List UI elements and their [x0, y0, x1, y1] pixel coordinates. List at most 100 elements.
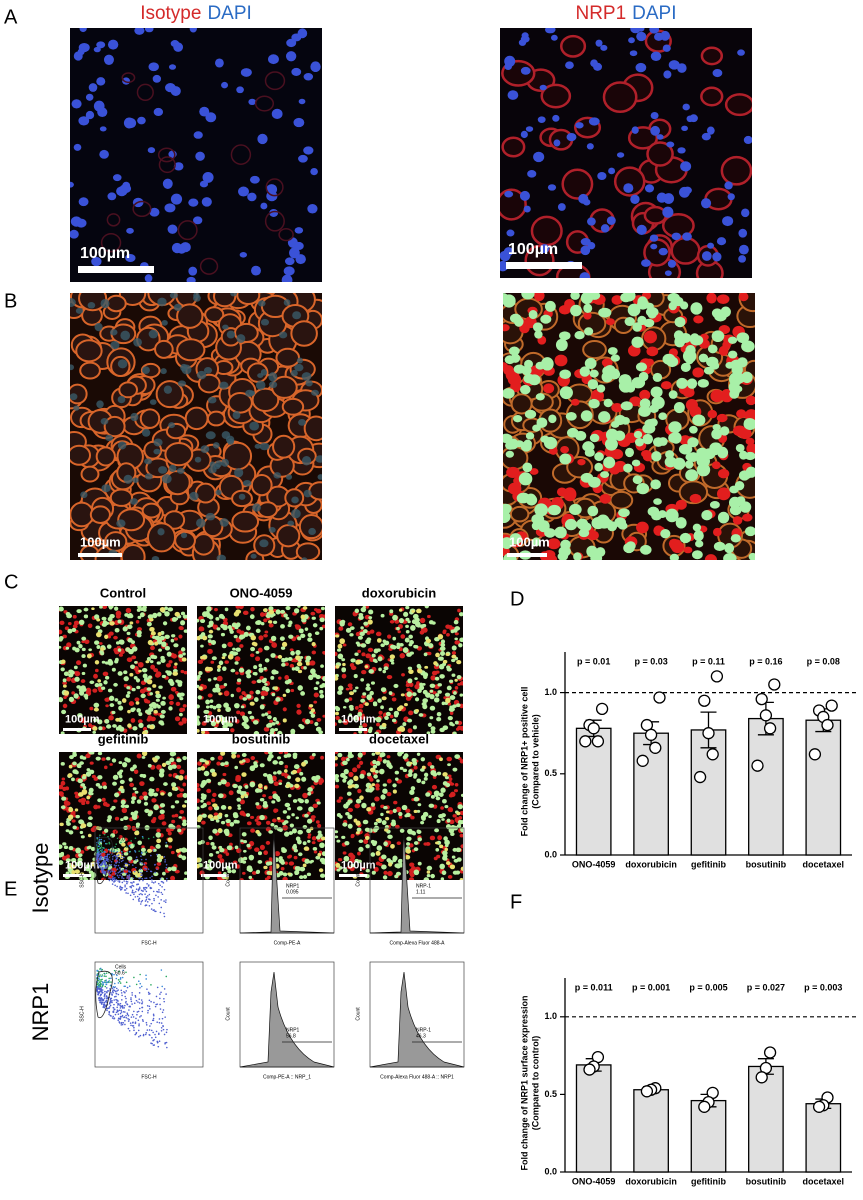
cell [741, 208, 750, 218]
cell [428, 815, 432, 819]
cell [316, 718, 322, 722]
cell [578, 528, 590, 538]
cell [155, 693, 162, 699]
bar [690, 729, 727, 856]
cell [544, 528, 556, 538]
cell [678, 444, 693, 455]
cell [375, 818, 380, 822]
cell [60, 761, 65, 766]
cell [636, 224, 647, 235]
cell [114, 816, 120, 821]
cell [87, 623, 93, 629]
cell [361, 802, 367, 809]
cell [407, 728, 413, 734]
cell [218, 692, 222, 696]
cell [248, 390, 256, 396]
event [117, 989, 119, 991]
axis-title: Comp-Alexa Fluor 488-A :: NRP1 [380, 1074, 454, 1080]
cell [260, 622, 265, 626]
cell [244, 758, 251, 764]
cell [728, 496, 741, 509]
cell [146, 621, 152, 627]
event [163, 1033, 166, 1036]
cell [716, 487, 731, 501]
cell [522, 462, 533, 473]
event [139, 1034, 142, 1037]
cell [142, 752, 148, 757]
cell [401, 804, 408, 811]
event [128, 1018, 131, 1021]
cell [215, 683, 220, 689]
cell [158, 720, 164, 725]
cell [335, 722, 337, 727]
event [128, 850, 131, 853]
cell [197, 618, 200, 623]
cell [192, 533, 215, 556]
cell [142, 606, 147, 610]
cell [444, 847, 449, 852]
event [156, 1041, 159, 1043]
cell [347, 807, 354, 813]
p-value: p = 0.03 [634, 656, 667, 666]
cell [200, 445, 210, 454]
gate-value: 47.0 [115, 836, 125, 842]
cell [675, 499, 687, 510]
cell [701, 198, 712, 209]
cell [297, 685, 303, 691]
cell [341, 667, 347, 672]
cell [448, 793, 454, 798]
cell [197, 841, 202, 845]
cell [96, 77, 106, 86]
cell [404, 637, 410, 643]
event [96, 847, 99, 850]
cell [94, 682, 100, 688]
event [104, 990, 106, 993]
cell [197, 783, 200, 788]
event [105, 972, 108, 974]
cell [447, 774, 452, 778]
event [142, 890, 144, 892]
cell [428, 643, 434, 649]
p-value: p = 0.08 [807, 656, 840, 666]
cell [95, 446, 116, 467]
cell [736, 409, 747, 419]
cell [198, 686, 203, 691]
cell [205, 431, 216, 440]
cell [251, 680, 257, 684]
event [109, 871, 112, 873]
cell [106, 724, 112, 729]
cell [263, 865, 268, 870]
cell [299, 866, 306, 872]
cell [120, 804, 126, 809]
cell [259, 844, 265, 850]
cell [401, 673, 405, 677]
event [159, 884, 161, 887]
cell [335, 830, 339, 834]
cell [206, 606, 212, 612]
cell [158, 685, 163, 689]
event [126, 986, 129, 989]
event [103, 851, 106, 853]
cell [646, 141, 674, 167]
cell [130, 800, 135, 804]
event [97, 988, 100, 990]
cell [241, 772, 247, 777]
event [162, 1009, 165, 1011]
cell [310, 611, 316, 616]
cell [743, 135, 752, 144]
cell [163, 385, 173, 394]
cell [177, 680, 183, 685]
event [148, 904, 151, 907]
cell [422, 672, 429, 678]
cell [639, 389, 651, 401]
cell [300, 633, 306, 639]
cell [152, 792, 159, 797]
cell [595, 39, 603, 47]
cell [284, 257, 295, 266]
cell [680, 161, 692, 172]
event [119, 1002, 122, 1005]
cell [205, 778, 212, 783]
cell [155, 844, 161, 849]
cell [422, 698, 429, 704]
cell [94, 668, 99, 673]
